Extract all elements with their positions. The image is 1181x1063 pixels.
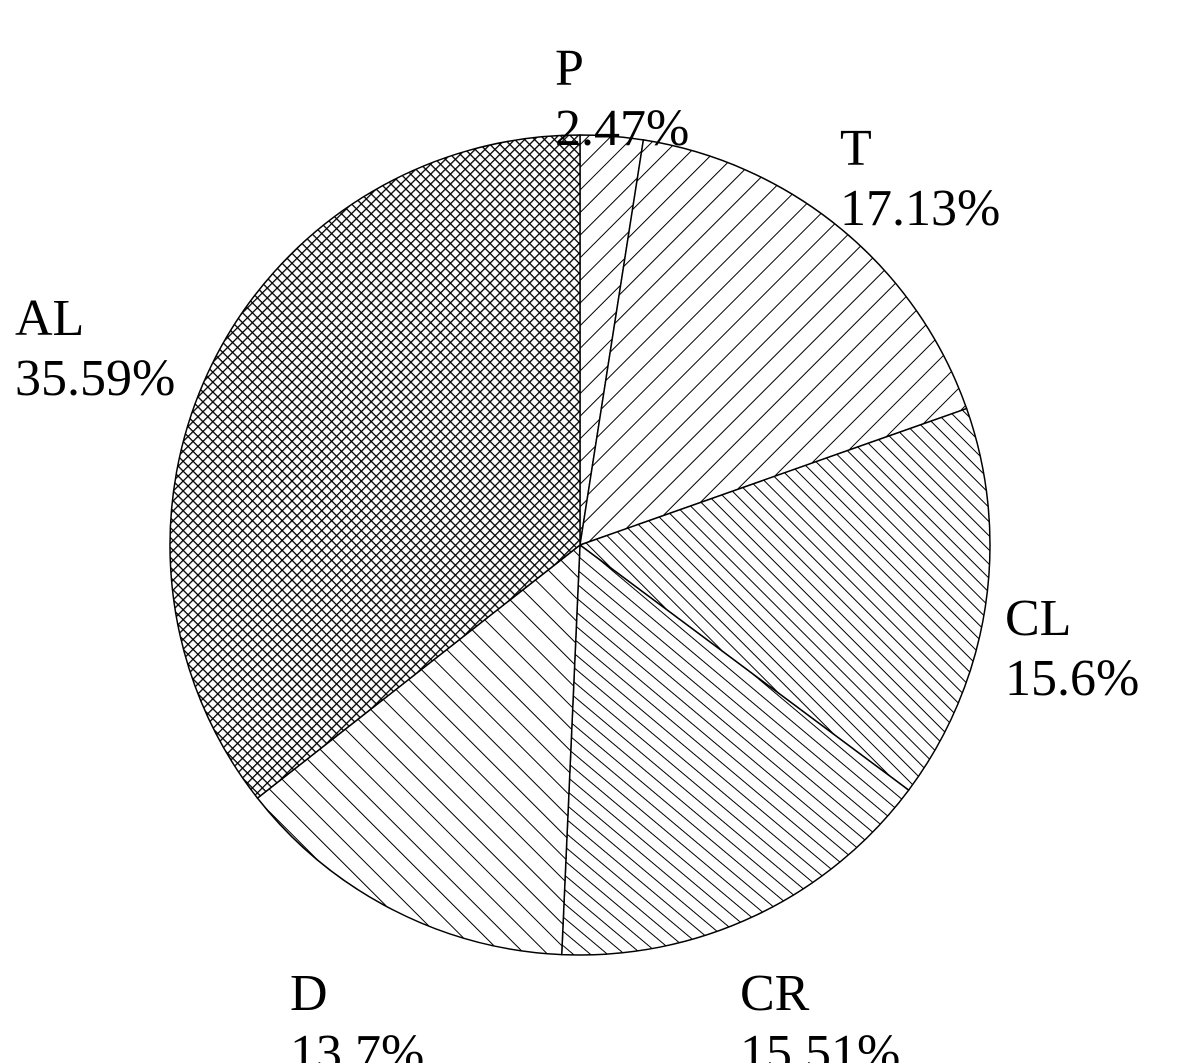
slice-label: AL	[15, 290, 84, 347]
pie-slice	[579, 139, 968, 547]
slice-value-label: 13.7%	[290, 1025, 424, 1063]
slice-label: CL	[1005, 590, 1071, 647]
slice-value-label: 2.47%	[555, 100, 689, 157]
pie-slice	[578, 407, 991, 792]
pie	[169, 134, 991, 956]
slice-value-label: 35.59%	[15, 350, 175, 407]
pie-slice	[560, 543, 910, 956]
slice-label: P	[555, 40, 584, 97]
slice-value-label: 15.6%	[1005, 650, 1139, 707]
pie-slice	[169, 134, 581, 800]
slice-value-label: 15.51%	[740, 1025, 900, 1063]
slice-label: D	[290, 965, 328, 1022]
slice-label: CR	[740, 965, 810, 1022]
slice-value-label: 17.13%	[840, 180, 1000, 237]
slice-label: T	[840, 120, 872, 177]
pie-slice	[256, 543, 581, 956]
